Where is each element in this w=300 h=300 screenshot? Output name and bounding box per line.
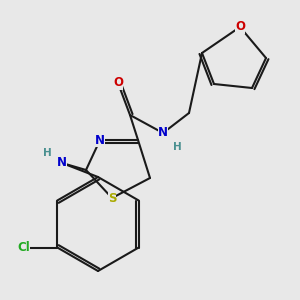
Text: S: S	[108, 191, 116, 205]
Text: N: N	[57, 157, 67, 169]
Text: H: H	[43, 148, 51, 158]
Text: N: N	[158, 127, 168, 140]
Text: N: N	[95, 134, 105, 146]
Text: H: H	[172, 142, 182, 152]
Text: Cl: Cl	[17, 241, 30, 254]
Text: O: O	[113, 76, 123, 89]
Text: O: O	[235, 20, 245, 34]
